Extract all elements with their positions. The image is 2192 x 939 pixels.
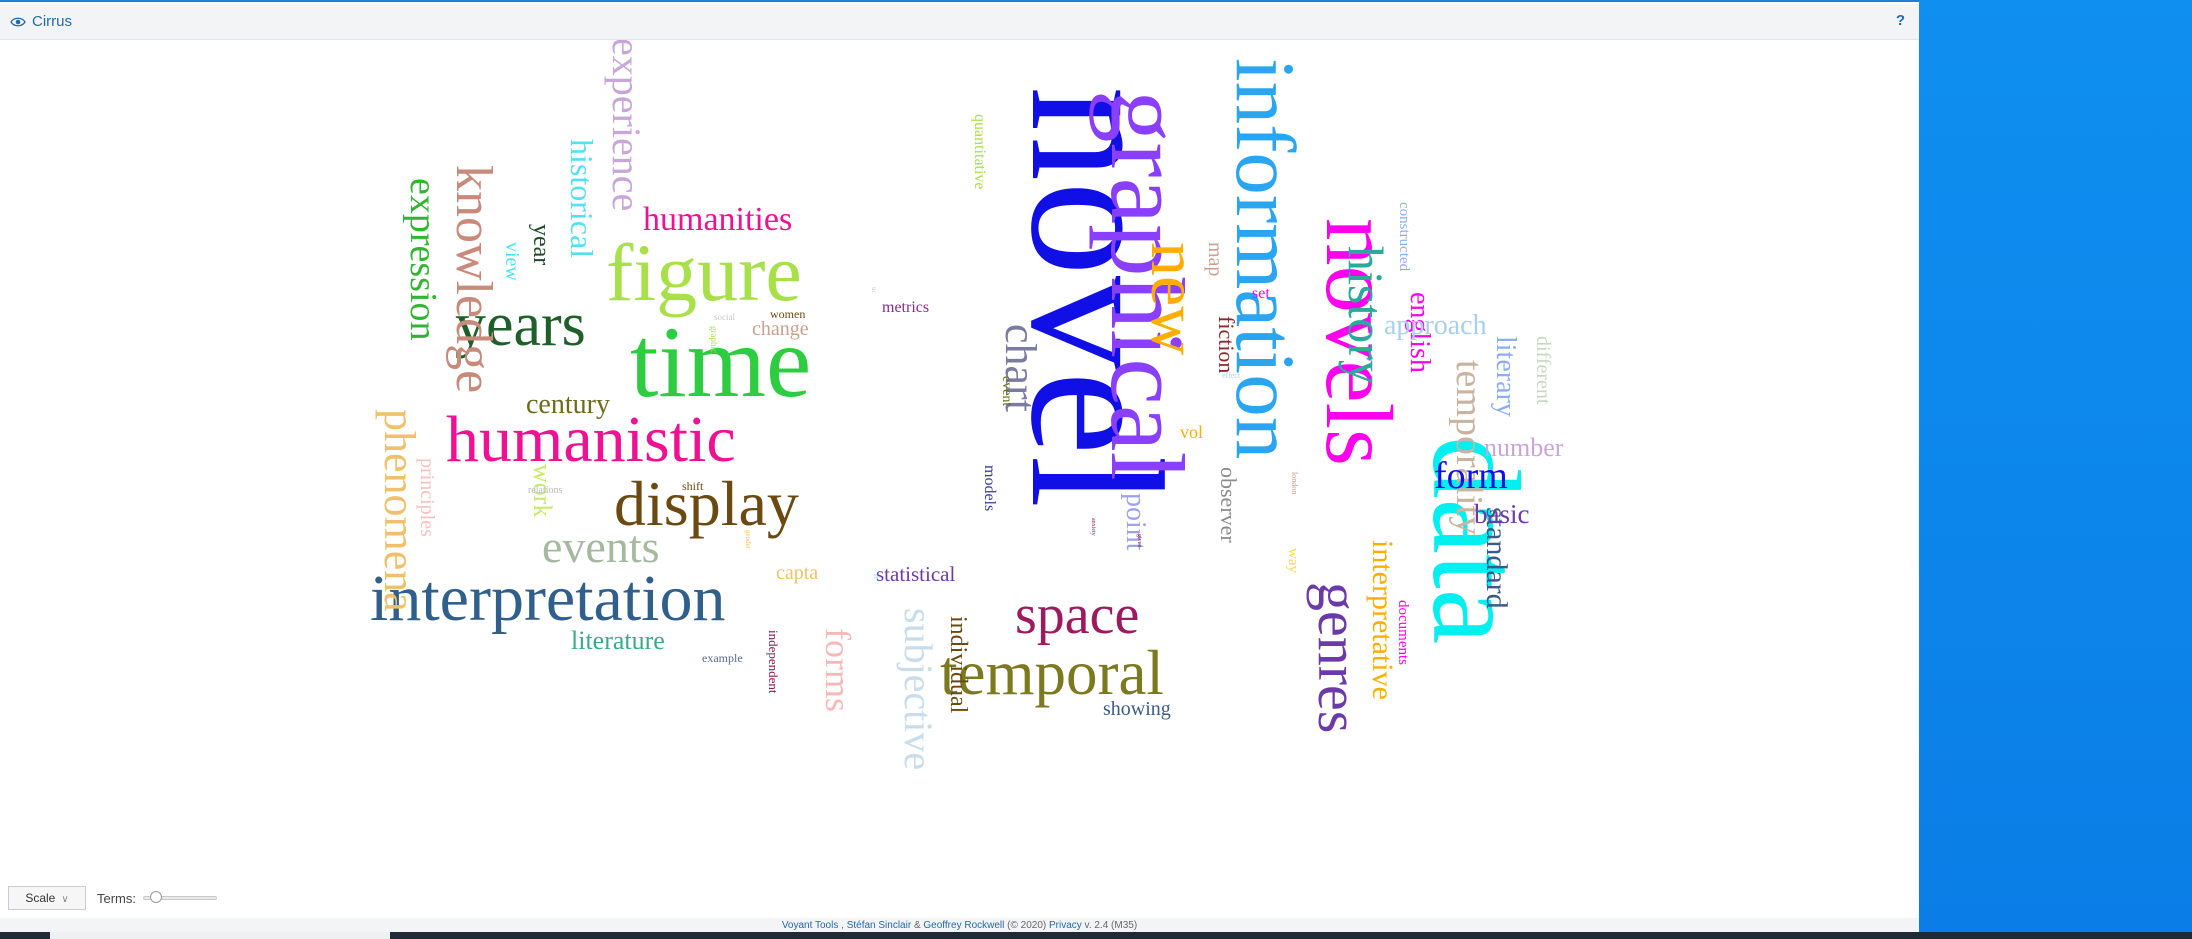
- cloud-word-change[interactable]: change: [752, 318, 809, 340]
- taskbar: [0, 932, 2192, 939]
- cloud-word-display[interactable]: display: [614, 468, 799, 539]
- cloud-word-gender[interactable]: gender: [743, 530, 752, 550]
- panel-header: Cirrus ?: [0, 4, 1919, 40]
- cloud-word-event[interactable]: event: [999, 376, 1015, 407]
- cloud-word-given[interactable]: given: [1135, 534, 1142, 548]
- cloud-word-time[interactable]: time: [630, 306, 812, 419]
- terms-slider-thumb[interactable]: [150, 891, 163, 903]
- cloud-word-women[interactable]: women: [770, 307, 806, 321]
- cloud-word-literary[interactable]: literary: [1489, 336, 1521, 417]
- voyant-tools-link[interactable]: Voyant Tools: [781, 920, 839, 931]
- cloud-word-literature[interactable]: literature: [571, 626, 665, 655]
- cloud-word-events[interactable]: events: [542, 521, 660, 572]
- cloud-word-effect[interactable]: effect: [1222, 371, 1241, 380]
- panel-title: Cirrus: [32, 13, 72, 30]
- cloud-word-number[interactable]: number: [1484, 433, 1564, 462]
- desktop-background: [1919, 0, 2192, 939]
- cloud-word-set[interactable]: set: [1252, 285, 1270, 302]
- cirrus-panel: Cirrus ? novel graphical information novels…: [0, 0, 1919, 934]
- cloud-word-anxiety[interactable]: anxiety: [1089, 518, 1096, 536]
- cloud-word-statistical[interactable]: statistical: [876, 562, 956, 586]
- cloud-word-subjective[interactable]: subjective: [896, 608, 941, 771]
- cloud-word-historical[interactable]: historical: [564, 139, 601, 259]
- help-button[interactable]: ?: [1895, 12, 1905, 29]
- author-link-sinclair[interactable]: Stéfan Sinclair: [846, 920, 912, 931]
- cloud-word-models[interactable]: models: [981, 465, 999, 512]
- word-cloud: novel graphical information novels data time f…: [0, 40, 1919, 878]
- eye-icon: [10, 17, 26, 27]
- cloud-word-century[interactable]: century: [526, 389, 610, 420]
- cloud-word-space[interactable]: space: [1015, 584, 1140, 646]
- cloud-word-figure[interactable]: figure: [606, 227, 802, 318]
- author-link-rockwell[interactable]: Geoffrey Rockwell: [923, 920, 1005, 931]
- cloud-word-example[interactable]: example: [702, 651, 743, 665]
- cloud-word-showing[interactable]: showing: [1103, 698, 1171, 720]
- cloud-word-phenomena[interactable]: phenomena: [374, 409, 424, 612]
- cloud-word-years[interactable]: years: [455, 291, 586, 359]
- cloud-word-social[interactable]: social: [714, 312, 735, 322]
- cloud-word-quantitative[interactable]: quantitative: [971, 114, 989, 190]
- cloud-word-different[interactable]: different: [1532, 336, 1554, 405]
- cloud-word-graphic[interactable]: graphic: [708, 326, 719, 353]
- cloud-word-london[interactable]: london: [1289, 472, 1299, 495]
- cloud-word-experience[interactable]: experience: [604, 40, 649, 212]
- terms-slider[interactable]: [143, 891, 217, 903]
- footer-version: v. 2.4 (M35): [1081, 920, 1138, 931]
- cloud-word-rt[interactable]: rt: [871, 574, 880, 579]
- cloud-word-expression[interactable]: expression: [402, 178, 445, 341]
- cloud-word-view[interactable]: view: [501, 242, 523, 281]
- cloud-word-map[interactable]: map: [1204, 242, 1226, 277]
- chevron-down-icon: ∨: [61, 894, 69, 905]
- cloud-word-independent[interactable]: independent: [766, 630, 782, 694]
- cloud-word-capta[interactable]: capta: [776, 562, 819, 584]
- scale-button[interactable]: Scale ∨: [8, 886, 86, 910]
- cloud-word-principles[interactable]: principles: [416, 458, 438, 537]
- cloud-word-humanities[interactable]: humanities: [643, 201, 793, 238]
- footer-sep: ,: [838, 920, 847, 931]
- cloud-word-humanistic[interactable]: humanistic: [446, 403, 736, 476]
- cloud-word-individual[interactable]: individual: [944, 616, 971, 714]
- cloud-word-shift[interactable]: shift: [682, 479, 704, 493]
- privacy-link[interactable]: Privacy: [1048, 920, 1082, 931]
- footer: Voyant Tools , Stéfan Sinclair & Geoffre…: [0, 918, 1919, 934]
- cloud-word-history[interactable]: history: [1337, 246, 1394, 385]
- footer-amp: &: [911, 920, 924, 931]
- cloud-word-vol[interactable]: vol: [1180, 422, 1204, 442]
- cloud-word-uc[interactable]: uc: [869, 287, 878, 294]
- cloud-word-way[interactable]: way: [1285, 548, 1302, 573]
- cloud-word-metrics[interactable]: metrics: [882, 299, 930, 316]
- scale-button-label: Scale: [25, 891, 56, 905]
- cloud-word-new[interactable]: new: [1136, 242, 1213, 356]
- cloud-word-point[interactable]: point: [1119, 493, 1151, 551]
- terms-label: Terms:: [97, 891, 136, 906]
- cloud-word-fiction[interactable]: fiction: [1213, 316, 1239, 374]
- cloud-word-information[interactable]: information: [1217, 58, 1312, 460]
- cloud-word-documents[interactable]: documents: [1395, 600, 1412, 665]
- cloud-word-approach[interactable]: approach: [1384, 310, 1487, 341]
- cloud-word-constructed[interactable]: constructed: [1396, 202, 1413, 272]
- cloud-word-basic[interactable]: basic: [1474, 499, 1530, 529]
- cloud-word-observer[interactable]: observer: [1215, 467, 1241, 543]
- cloud-word-forms[interactable]: forms: [818, 628, 859, 712]
- cloud-word-form[interactable]: form: [1434, 455, 1508, 497]
- terms-slider-track: [143, 896, 217, 900]
- footer-copyright: (© 2020): [1004, 920, 1049, 931]
- cloud-word-temporal[interactable]: temporal: [940, 638, 1164, 708]
- cloud-word-knowledge[interactable]: knowledge: [445, 165, 503, 394]
- bottom-toolbar: Scale ∨ Terms:: [0, 878, 1919, 918]
- taskbar-item[interactable]: [50, 932, 390, 939]
- cloud-word-interpretation[interactable]: interpretation: [370, 562, 726, 635]
- cloud-word-relations[interactable]: relations: [528, 485, 563, 496]
- cloud-word-year[interactable]: year: [527, 224, 554, 266]
- cloud-word-interpretative[interactable]: interpretative: [1365, 540, 1399, 700]
- cloud-word-genres[interactable]: genres: [1306, 582, 1372, 734]
